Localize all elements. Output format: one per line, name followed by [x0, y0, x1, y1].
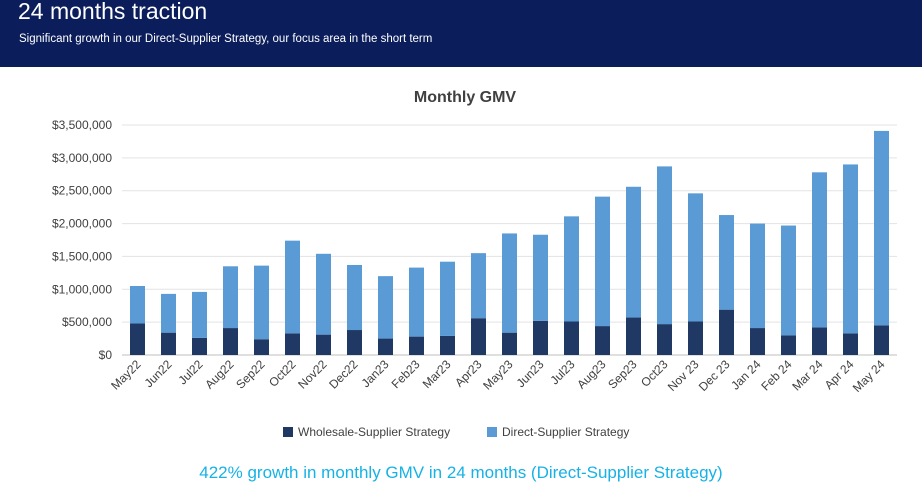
legend-label-wholesale: Wholesale-Supplier Strategy: [298, 425, 450, 439]
bar-direct: [657, 166, 672, 325]
x-tick-label: Jun22: [142, 357, 175, 390]
bar-direct: [781, 225, 796, 336]
bar-direct: [130, 286, 145, 324]
bar-direct: [378, 276, 393, 339]
x-tick-label: Jun23: [514, 357, 547, 390]
bars: [130, 130, 889, 355]
y-tick-label: $3,000,000: [52, 151, 112, 165]
bar-direct: [719, 215, 734, 310]
bar-direct: [502, 233, 517, 333]
bar-direct: [409, 267, 424, 337]
y-tick-label: $3,500,000: [52, 118, 112, 132]
bar-wholesale: [223, 328, 238, 355]
bar-wholesale: [626, 317, 641, 355]
chart-title: Monthly GMV: [414, 89, 517, 106]
x-tick-label: Jan23: [359, 357, 392, 390]
y-tick-label: $1,500,000: [52, 249, 112, 263]
x-tick-label: Oct22: [266, 357, 299, 390]
x-tick-label: Mar23: [420, 357, 454, 391]
page-title: 24 months traction: [18, 0, 208, 24]
bar-direct: [285, 240, 300, 334]
bar-direct: [347, 264, 362, 331]
page-subtitle: Significant growth in our Direct-Supplie…: [19, 33, 433, 45]
bar-direct: [626, 186, 641, 318]
x-tick-label: Aug23: [574, 357, 609, 392]
bar-wholesale: [254, 339, 269, 355]
bar-wholesale: [161, 332, 176, 355]
legend-label-direct: Direct-Supplier Strategy: [502, 425, 629, 439]
bar-direct: [440, 261, 455, 336]
bar-direct: [471, 253, 486, 319]
x-tick-label: Dec22: [326, 357, 361, 392]
bar-direct: [161, 293, 176, 333]
bar-wholesale: [130, 323, 145, 355]
bar-wholesale: [285, 333, 300, 355]
y-axis: $0 $500,000 $1,000,000 $1,500,000 $2,000,000…: [52, 118, 112, 362]
x-tick-label: May23: [480, 357, 516, 393]
growth-callout: 422% growth in monthly GMV in 24 months …: [199, 463, 723, 482]
bar-wholesale: [502, 332, 517, 355]
y-tick-label: $500,000: [62, 315, 112, 329]
x-tick-label: Mar 24: [789, 357, 826, 394]
bar-wholesale: [471, 318, 486, 355]
y-tick-label: $2,500,000: [52, 184, 112, 198]
x-tick-label: Jul22: [175, 357, 205, 387]
bar-wholesale: [533, 320, 548, 355]
bar-wholesale: [719, 309, 734, 355]
x-tick-label: Sep23: [605, 357, 640, 392]
bar-wholesale: [316, 334, 331, 355]
bar-wholesale: [750, 328, 765, 355]
bar-direct: [533, 234, 548, 321]
x-tick-label: Apr23: [452, 357, 485, 390]
bar-direct: [564, 216, 579, 322]
bar-wholesale: [657, 324, 672, 355]
x-tick-label: May22: [108, 357, 144, 393]
bar-wholesale: [440, 335, 455, 355]
bar-wholesale: [874, 325, 889, 355]
bar-wholesale: [812, 327, 827, 355]
x-tick-label: Aug22: [202, 357, 237, 392]
bar-wholesale: [564, 321, 579, 355]
bar-wholesale: [843, 333, 858, 355]
bar-direct: [316, 253, 331, 335]
bar-wholesale: [378, 338, 393, 355]
bar-direct: [688, 193, 703, 322]
x-tick-label: Nov 23: [665, 357, 702, 394]
bar-wholesale: [192, 337, 207, 355]
bar-wholesale: [409, 336, 424, 355]
bar-direct: [254, 265, 269, 340]
monthly-gmv-chart: Monthly GMV $0 $500,000 $1,000,000 $1,500,0…: [52, 89, 897, 439]
y-tick-label: $2,000,000: [52, 217, 112, 231]
bar-direct: [192, 291, 207, 338]
bar-direct: [843, 164, 858, 334]
header-banner: 24 months traction Significant growth in…: [0, 0, 922, 67]
x-tick-label: Dec 23: [696, 357, 733, 394]
bar-wholesale: [595, 326, 610, 355]
bar-wholesale: [688, 321, 703, 355]
legend-swatch-wholesale: [283, 427, 293, 437]
x-tick-label: Feb 24: [758, 357, 795, 394]
x-tick-label: Nov22: [295, 357, 330, 392]
bar-direct: [595, 196, 610, 327]
bar-direct: [812, 172, 827, 328]
x-tick-label: Jul23: [547, 357, 577, 387]
x-tick-label: Sep22: [233, 357, 268, 392]
y-tick-label: $1,000,000: [52, 282, 112, 296]
bar-direct: [223, 266, 238, 329]
legend-swatch-direct: [487, 427, 497, 437]
x-tick-label: May 24: [850, 357, 888, 395]
x-tick-label: Feb23: [389, 357, 423, 391]
bar-direct: [874, 130, 889, 326]
bar-direct: [750, 223, 765, 329]
legend: Wholesale-Supplier Strategy Direct-Suppl…: [283, 425, 629, 439]
y-tick-label: $0: [99, 348, 113, 362]
bar-wholesale: [781, 335, 796, 355]
bar-wholesale: [347, 330, 362, 355]
x-tick-label: Jan 24: [728, 357, 764, 393]
